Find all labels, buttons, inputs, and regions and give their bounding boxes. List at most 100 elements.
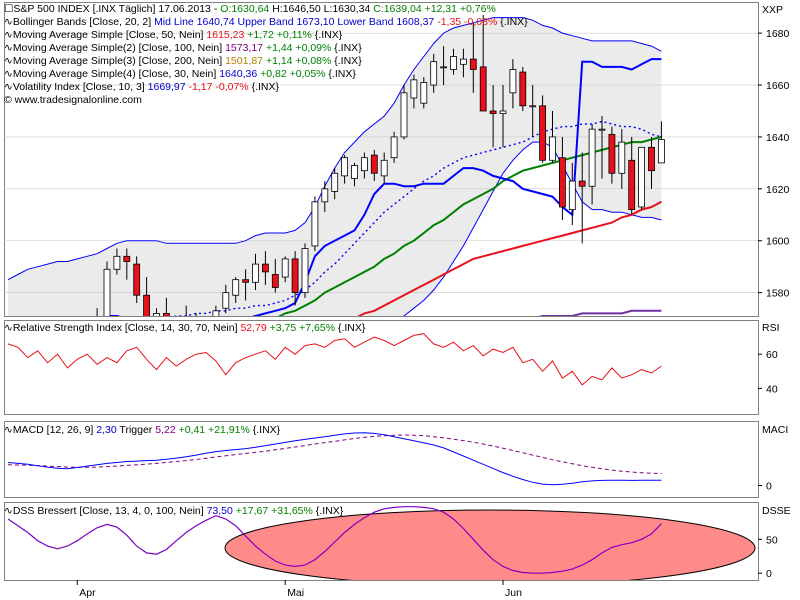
legend-segment: DSS Bressert [Close, 13, 4, 0, 100, Nein…	[12, 505, 207, 517]
candle-body	[321, 188, 329, 203]
candle-body	[628, 159, 636, 211]
candle-body	[469, 58, 477, 70]
candle-body	[103, 268, 111, 316]
legend-segment: {.INX}	[497, 16, 528, 28]
macd-legend: ∿MACD [12, 26, 9] 2,30 Trigger 5,22 +0,4…	[4, 424, 280, 437]
rsi-tick-label: 60	[766, 349, 778, 361]
legend-segment: Moving Average Simple(2) [Close, 100, Ne…	[12, 42, 226, 54]
legend-segment: {.INX}	[312, 505, 344, 517]
dss-tick-label: 0	[766, 568, 772, 580]
legend-segment: +17,67 +31,65%	[232, 505, 313, 517]
legend-line: ∿Volatility Index [Close, 10, 3] 1669,97…	[4, 81, 528, 94]
candle-body	[281, 258, 289, 278]
legend-segment: Moving Average Simple [Close, 50, Nein]	[12, 29, 207, 41]
legend-segment: 1501,87	[225, 55, 264, 67]
candle-body	[608, 133, 616, 174]
candle-body	[291, 258, 299, 294]
legend-line: ∿Moving Average Simple(3) [Close, 200, N…	[4, 55, 528, 68]
legend-segment: +1,72 +0,11%	[244, 29, 312, 41]
legend-segment: Relative Strength Index [Close, 14, 30, …	[12, 322, 241, 334]
candle-body	[430, 61, 438, 86]
legend-segment: {.INX}	[325, 68, 356, 80]
legend-segment: Volatility Index [Close, 10, 3]	[12, 81, 148, 93]
legend-segment: Moving Average Simple(3) [Close, 200, Ne…	[12, 55, 226, 67]
rsi-plot-area	[7, 333, 662, 386]
legend-segment: -1,35 -0,08%	[434, 16, 498, 28]
rsi-axis-name: RSI	[762, 322, 780, 334]
legend-segment: 1669,97	[147, 81, 186, 93]
candle-body	[153, 313, 160, 316]
price-panel: 1580 1600 1620 1640 1660 1680	[4, 2, 790, 317]
legend-line: ∿MACD [12, 26, 9] 2,30 Trigger 5,22 +0,4…	[4, 424, 280, 437]
dss-legend: ∿DSS Bressert [Close, 13, 4, 0, 100, Nei…	[4, 505, 343, 518]
legend-segment: 52,79	[240, 322, 267, 334]
candle-body	[162, 313, 170, 316]
candle-body	[489, 110, 497, 114]
indicator-icon: ∿	[4, 16, 13, 28]
price-tick-label: 1640	[766, 132, 790, 144]
legend-segment: {.INX}	[311, 29, 343, 41]
candle-body	[598, 128, 606, 131]
macd-axis-name: MACI	[762, 424, 789, 436]
candle-body	[519, 71, 527, 107]
macd-tick-label: 0	[766, 480, 772, 492]
legend-line: ∿DSS Bressert [Close, 13, 4, 0, 100, Nei…	[4, 505, 343, 518]
candle-body	[410, 79, 418, 99]
highlight-ellipse	[224, 509, 756, 580]
candle-body	[301, 248, 309, 294]
indicator-icon: ∿	[4, 424, 13, 436]
candle-body	[648, 146, 655, 172]
price-tick-label: 1680	[766, 28, 790, 40]
price-tick-label: 1620	[766, 184, 790, 196]
candle-body	[123, 255, 131, 262]
candle-body	[420, 82, 428, 104]
macd-plot-area	[7, 432, 662, 486]
legend-line: ∿Moving Average Simple [Close, 50, Nein]…	[4, 29, 528, 42]
candle-body	[311, 201, 319, 247]
candle-body	[252, 263, 259, 283]
legend-segment: H:1646,50 L:1630,34	[269, 3, 374, 15]
legend-line: ∿Moving Average Simple(4) [Close, 30, Ne…	[4, 68, 528, 81]
rsi-tick-label: 40	[766, 383, 778, 395]
indicator-icon: ∿	[4, 81, 13, 93]
candle-body	[509, 69, 517, 94]
price-plot-area	[4, 14, 758, 316]
ma30-line	[278, 135, 662, 316]
candle-body	[261, 263, 269, 273]
legend-segment: 1573,17	[225, 42, 264, 54]
chart-icon: ☐	[4, 3, 14, 15]
legend-line: ∿Moving Average Simple(2) [Close, 100, N…	[4, 42, 528, 55]
candle-body	[390, 136, 398, 159]
legend-segment: {.INX}	[331, 55, 362, 67]
legend-segment: 1615,23	[206, 29, 245, 41]
legend-line: ∿Bollinger Bands [Close, 20, 2] Mid Line…	[4, 16, 528, 29]
candle-body	[459, 58, 467, 65]
price-tick-label: 1600	[766, 236, 790, 248]
rsi-frame	[4, 320, 759, 415]
candle-body	[559, 157, 566, 208]
macd-panel: 0	[4, 421, 772, 498]
rsi-panel: 40 60	[4, 320, 778, 415]
legend-segment: -1,17 -0,07%	[185, 81, 249, 93]
candle-body	[331, 172, 339, 192]
legend-segment: © www.tradesignalonline.com	[4, 94, 142, 106]
rsi-legend: ∿Relative Strength Index [Close, 14, 30,…	[4, 322, 365, 335]
candle-body	[440, 66, 448, 69]
legend-segment: +0,82 +0,05%	[257, 68, 326, 80]
legend-segment: Mid Line 1640,74 Upper Band 1673,10 Lowe…	[154, 16, 435, 28]
candle-body	[232, 279, 240, 296]
candle-body	[568, 180, 576, 211]
legend-segment: +0,41 +21,91%	[175, 424, 250, 436]
candle-body	[529, 105, 537, 108]
candle-body	[539, 105, 546, 161]
indicator-icon: ∿	[4, 29, 13, 41]
indicator-icon: ∿	[4, 505, 13, 517]
candle-body	[499, 110, 507, 114]
candle-body	[549, 136, 556, 161]
candle-body	[450, 56, 457, 70]
legend-segment: 2,30	[96, 424, 117, 436]
candle-body	[588, 128, 596, 187]
legend-segment: {.INX}	[331, 42, 362, 54]
candle-body	[133, 263, 141, 296]
trigger-line	[7, 434, 662, 474]
